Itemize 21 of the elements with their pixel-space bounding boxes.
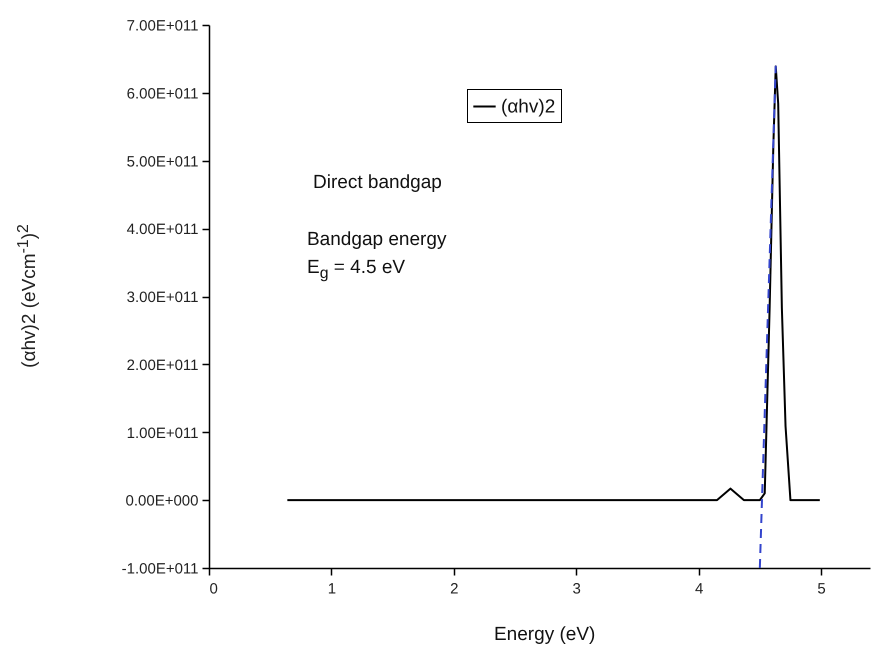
- x-axis-title: Energy (eV): [494, 624, 596, 646]
- annotation: Direct bandgap: [313, 172, 442, 194]
- y-tick-label: 6.00E+011: [126, 85, 198, 102]
- x-tick-label: 4: [694, 580, 704, 598]
- y-tick-label: 7.00E+011: [126, 18, 198, 34]
- annotation: Bandgap energy: [307, 229, 446, 251]
- y-tick-label: 5.00E+011: [126, 153, 198, 170]
- y-tick-label: 4.00E+011: [126, 221, 198, 238]
- y-tick-label: -1.00E+011: [122, 560, 198, 578]
- y-tick-label: 3.00E+011: [126, 289, 198, 306]
- x-tick-label: 0: [210, 580, 218, 598]
- x-tick-label: 2: [450, 580, 458, 598]
- y-tick-label: 2.00E+011: [126, 356, 198, 374]
- y-tick-label: 1.00E+011: [126, 424, 198, 442]
- x-tick-label: 5: [817, 580, 826, 598]
- x-tick-label: 1: [328, 580, 336, 598]
- line-series: [286, 65, 821, 502]
- x-tick-label: 3: [572, 580, 581, 598]
- annotation: E$_{g}$ = 4.5 eV: [307, 257, 406, 283]
- legend-label: (αhv)2: [501, 96, 556, 118]
- y-tick-label: 0.00E+000: [126, 492, 198, 510]
